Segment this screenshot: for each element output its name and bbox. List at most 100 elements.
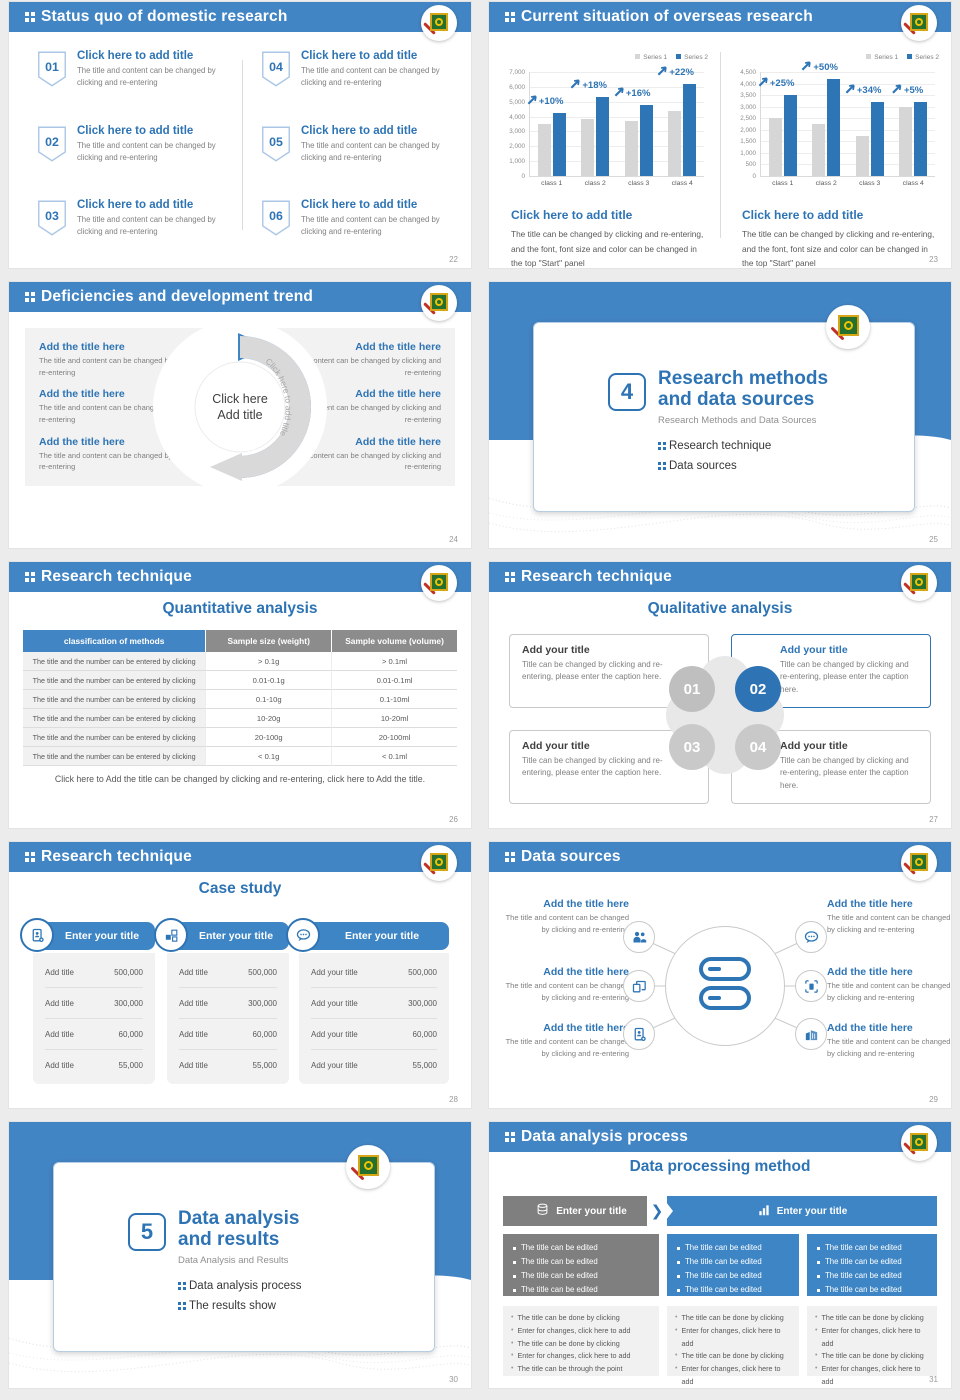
x-tick-label: class 4: [671, 180, 693, 187]
university-logo-icon: [901, 1125, 937, 1161]
item-column-left: 01 Click here to add title The title and c…: [37, 50, 229, 242]
gridline: [761, 118, 935, 120]
legend-entry: Series 2: [907, 54, 939, 61]
bullet-squares-icon: [658, 441, 661, 445]
gridline: [530, 131, 704, 133]
column-header: classification of methods: [23, 630, 206, 652]
page-number: 24: [449, 535, 458, 544]
slide-data-sources[interactable]: Data sources Add the title here The title…: [489, 842, 951, 1108]
growth-value: +50%: [813, 61, 838, 73]
item-body: The title and content can be changed by …: [827, 981, 951, 1002]
section-card: 4 Research methods and data sources Resea…: [533, 305, 915, 512]
item-body: The title and content can be changed by …: [77, 140, 216, 162]
slide-section-research-methods[interactable]: 4 Research methods and data sources Resea…: [489, 282, 951, 548]
value-cell: 0.01-0.1g: [205, 671, 332, 690]
series1-bar: [537, 124, 551, 176]
number-badge: 06: [261, 199, 291, 242]
growth-label: +50%: [801, 61, 838, 74]
note-text: Enter for changes, click here to add: [681, 1325, 781, 1348]
row-value: 60,000: [118, 1029, 143, 1039]
bar-group: +22% class 4: [657, 66, 705, 187]
number-badge: 04: [261, 50, 291, 93]
list-item: 05 Click here to add title The title and c…: [261, 125, 453, 168]
table-row: The title and the number can be entered …: [23, 728, 457, 747]
slide-deficiencies-development-trend[interactable]: Deficiencies and development trend Add t…: [9, 282, 471, 548]
data-row: Add your title 500,000: [311, 957, 437, 988]
data-row: Add title 300,000: [179, 988, 277, 1019]
data-row: Add title 500,000: [45, 957, 143, 988]
slide-section-data-analysis[interactable]: 5 Data analysis and results Data Analysis…: [9, 1122, 471, 1388]
slide-header: Research technique: [9, 562, 471, 592]
university-logo-icon: [901, 845, 937, 881]
card-title: Add your title: [780, 740, 848, 752]
university-logo-icon: [901, 565, 937, 601]
row-value: 55,000: [412, 1060, 437, 1070]
row-label: Add your title: [311, 1029, 358, 1039]
item-title: Add the title here: [355, 341, 441, 353]
bullet-squares-icon: [178, 1301, 181, 1305]
item-title: Add the title here: [39, 435, 125, 448]
y-tick-label: 3,000: [740, 103, 756, 111]
row-value: 60,000: [412, 1029, 437, 1039]
slide-data-analysis-process[interactable]: Data analysis process Data processing me…: [489, 1122, 951, 1388]
note-text: Enter for changes, click here to add: [517, 1351, 631, 1361]
cubes-icon: [154, 918, 188, 952]
note-bullet: • The title can be done by clicking: [675, 1350, 791, 1363]
row-label-cell: The title and the number can be entered …: [23, 671, 206, 690]
list-item: 06 Click here to add title The title and c…: [261, 199, 453, 242]
gridline: [761, 106, 935, 108]
page-number: 30: [449, 1375, 458, 1384]
row-value: 500,000: [248, 967, 277, 977]
note-text: The title can be through the point: [517, 1364, 623, 1374]
bar-group: +25% class 1: [758, 72, 805, 187]
item-body: The title and content can be changed by …: [505, 913, 629, 934]
people-icon: [623, 921, 655, 953]
column-header: Enter your title: [286, 918, 449, 952]
item-title: Click here to add title: [77, 199, 194, 211]
list-item: 03 Click here to add title The title and c…: [37, 199, 229, 242]
growth-label: +34%: [845, 84, 881, 97]
slide-quantitative-analysis[interactable]: Research technique Quantitative analysis…: [9, 562, 471, 828]
chart-panel-right: Series 1 Series 2 +25% class 1 +50% class 2 +3…: [720, 32, 951, 268]
database-icon: [535, 1202, 550, 1220]
y-tick-label: 4,000: [740, 80, 756, 88]
value-cell: 20-100ml: [331, 728, 457, 747]
bar-group: +10% class 1: [527, 72, 574, 187]
row-label-cell: The title and the number can be entered …: [23, 652, 206, 671]
content-subtitle: Case study: [198, 880, 282, 897]
slide-status-quo-domestic-research[interactable]: Status quo of domestic research 01 Click …: [9, 2, 471, 268]
gridline: [530, 146, 704, 148]
item-body: The title and content can be changed by …: [301, 66, 440, 88]
item-title: Click here to add title: [301, 124, 418, 137]
bar-group: +16% class 3: [614, 72, 661, 187]
bullet-label: Data analysis process: [189, 1279, 302, 1292]
edited-bullet: The title can be edited: [817, 1283, 927, 1297]
gridline: [530, 86, 704, 88]
tablet-add-icon: [623, 1018, 655, 1050]
caption-body: The title can be changed by clicking and…: [511, 229, 704, 268]
slide-qualitative-analysis[interactable]: Research technique Qualitative analysis …: [489, 562, 951, 828]
item-body: The title and content can be changed by …: [266, 356, 441, 377]
note-text: Enter for changes, click here to add: [681, 1364, 781, 1386]
slide-case-study[interactable]: Research technique Case study Enter your…: [9, 842, 471, 1108]
y-tick-label: 2,000: [740, 126, 756, 134]
y-tick-label: 4,000: [509, 113, 525, 121]
note-text: The title can be done by clicking: [517, 1338, 620, 1348]
value-cell: < 0.1ml: [331, 747, 457, 766]
slide-overseas-research[interactable]: Current situation of overseas research S…: [489, 2, 951, 268]
legend-swatch: [907, 54, 913, 59]
row-value: 500,000: [408, 967, 437, 977]
table-row: The title and the number can be entered …: [23, 671, 457, 690]
edited-box: The title can be edited The title can be …: [503, 1234, 659, 1296]
books-icon: [623, 970, 655, 1002]
bar-group: +18% class 2: [570, 72, 618, 187]
bar-group: +5% class 4: [892, 72, 936, 187]
edited-box: The title can be edited The title can be …: [807, 1234, 937, 1296]
gridline: [530, 101, 704, 103]
note-text: Enter for changes, click here to add: [517, 1325, 631, 1335]
university-logo-icon: [421, 565, 457, 601]
column-header: Sample volume (volume): [331, 630, 457, 652]
header-squares-icon: [505, 12, 509, 16]
note-bullet: • The title can be through the point: [511, 1363, 651, 1376]
